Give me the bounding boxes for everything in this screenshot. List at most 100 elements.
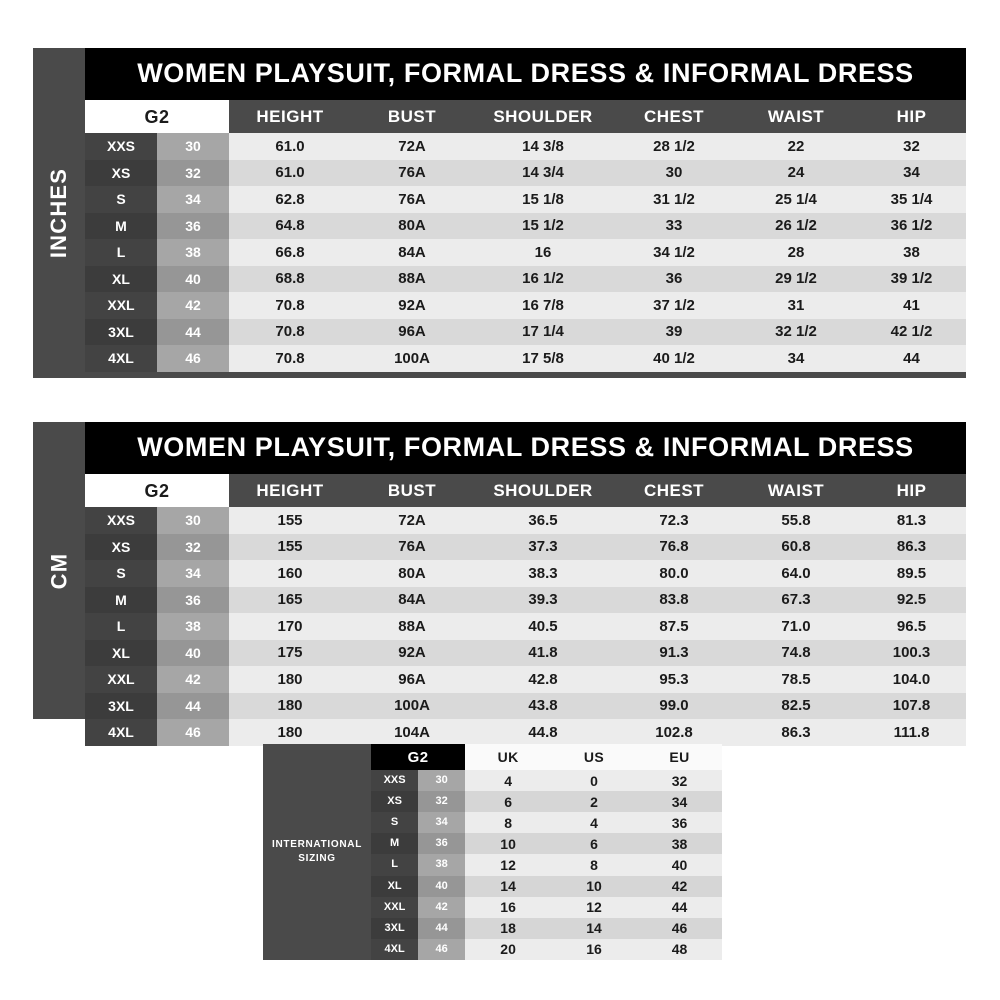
size-g2-cell: 32 <box>157 159 230 186</box>
measurement-cell: 88A <box>351 265 474 292</box>
size-g2-cell: 32 <box>418 791 466 813</box>
measurement-cell: 29 1/2 <box>735 265 858 292</box>
size-letter-cell: S <box>85 186 157 213</box>
size-g2-cell: 46 <box>157 719 230 746</box>
measurement-cell: 88A <box>351 613 474 640</box>
size-chart-inches: INCHES WOMEN PLAYSUIT, FORMAL DRESS & IN… <box>33 48 967 378</box>
measurement-cell: 15 1/2 <box>473 212 614 239</box>
measurement-cell: 6 <box>551 833 637 855</box>
size-g2-cell: 42 <box>418 896 466 918</box>
header-row: G2 HEIGHT BUST SHOULDER CHEST WAIST HIP <box>85 100 967 133</box>
measurement-cell: 26 1/2 <box>735 212 858 239</box>
size-g2-cell: 44 <box>418 917 466 939</box>
measurement-cell: 76A <box>351 533 474 560</box>
measurement-cell: 31 <box>735 292 858 319</box>
size-letter-cell: 4XL <box>85 719 157 746</box>
measurement-cell: 180 <box>229 666 352 693</box>
measurement-cell: 4 <box>465 770 552 792</box>
measurement-cell: 34 <box>857 159 967 186</box>
header-bust: BUST <box>351 100 474 133</box>
measurement-cell: 18 <box>465 917 552 939</box>
size-letter-cell: XXS <box>85 133 157 160</box>
measurement-cell: 16 <box>465 896 552 918</box>
measurement-cell: 44 <box>637 896 722 918</box>
measurement-cell: 100.3 <box>857 639 967 666</box>
size-g2-cell: 44 <box>157 692 230 719</box>
measurement-cell: 25 1/4 <box>735 186 858 213</box>
size-letter-cell: S <box>371 812 419 834</box>
header-chest: CHEST <box>613 474 736 507</box>
measurement-cell: 44.8 <box>473 719 614 746</box>
measurement-cell: 32 1/2 <box>735 318 858 345</box>
chart-title-inches: WOMEN PLAYSUIT, FORMAL DRESS & INFORMAL … <box>85 48 966 100</box>
table-row: 3XL 44 180 100A 43.8 99.0 82.5 107.8 <box>85 692 967 719</box>
measurement-cell: 40.5 <box>473 613 614 640</box>
table-row: 4XL 46 20 16 48 <box>371 938 722 960</box>
measurement-cell: 96A <box>351 318 474 345</box>
table-row: XL 40 68.8 88A 16 1/2 36 29 1/2 39 1/2 <box>85 265 967 292</box>
measurement-cell: 4 <box>551 812 637 834</box>
measurement-cell: 89.5 <box>857 560 967 587</box>
table-row: L 38 66.8 84A 16 34 1/2 28 38 <box>85 239 967 266</box>
measurement-cell: 83.8 <box>613 586 736 613</box>
measurement-cell: 80A <box>351 560 474 587</box>
measurement-cell: 8 <box>551 854 637 876</box>
measurement-cell: 84A <box>351 586 474 613</box>
measurement-cell: 28 <box>735 239 858 266</box>
measurement-cell: 0 <box>551 770 637 792</box>
table-row: 4XL 46 70.8 100A 17 5/8 40 1/2 34 44 <box>85 345 967 372</box>
measurement-cell: 39.3 <box>473 586 614 613</box>
size-g2-cell: 40 <box>157 639 230 666</box>
measurement-cell: 84A <box>351 239 474 266</box>
header-height: HEIGHT <box>229 474 352 507</box>
measurement-cell: 80A <box>351 212 474 239</box>
measurement-cell: 96.5 <box>857 613 967 640</box>
header-uk: UK <box>465 744 552 770</box>
measurement-cell: 70.8 <box>229 345 352 372</box>
measurement-cell: 92A <box>351 292 474 319</box>
chart-body-inches: WOMEN PLAYSUIT, FORMAL DRESS & INFORMAL … <box>85 48 967 378</box>
international-table-head: G2 UK US EU <box>371 744 722 770</box>
unit-label-inches-text: INCHES <box>46 167 72 259</box>
size-table-cm-body: XXS 30 155 72A 36.5 72.3 55.8 81.3 XS 32 155 76A 37.… <box>85 507 967 746</box>
measurement-cell: 96A <box>351 666 474 693</box>
measurement-cell: 37 1/2 <box>613 292 736 319</box>
measurement-cell: 46 <box>637 917 722 939</box>
measurement-cell: 37.3 <box>473 533 614 560</box>
measurement-cell: 42 1/2 <box>857 318 967 345</box>
measurement-cell: 16 <box>473 239 614 266</box>
size-g2-cell: 34 <box>157 186 230 213</box>
size-letter-cell: L <box>371 854 419 876</box>
size-g2-cell: 30 <box>418 770 466 792</box>
measurement-cell: 36 1/2 <box>857 212 967 239</box>
international-size-table: G2 UK US EU XXS 30 4 0 32 XS 32 6 2 34 S 34 8 4 36 M 36 1… <box>371 744 722 960</box>
size-letter-cell: 3XL <box>371 917 419 939</box>
size-g2-cell: 46 <box>418 938 466 960</box>
measurement-cell: 111.8 <box>857 719 967 746</box>
size-letter-cell: 4XL <box>85 345 157 372</box>
size-g2-cell: 36 <box>157 212 230 239</box>
measurement-cell: 42 <box>637 875 722 897</box>
measurement-cell: 86.3 <box>857 533 967 560</box>
header-hip: HIP <box>857 100 967 133</box>
table-row: XL 40 175 92A 41.8 91.3 74.8 100.3 <box>85 639 967 666</box>
size-letter-cell: XS <box>85 159 157 186</box>
header-height: HEIGHT <box>229 100 352 133</box>
size-letter-cell: XXS <box>371 770 419 792</box>
table-row: XXS 30 61.0 72A 14 3/8 28 1/2 22 32 <box>85 133 967 160</box>
measurement-cell: 72A <box>351 133 474 160</box>
measurement-cell: 38 <box>637 833 722 855</box>
measurement-cell: 100A <box>351 692 474 719</box>
table-row: S 34 8 4 36 <box>371 812 722 834</box>
measurement-cell: 48 <box>637 938 722 960</box>
table-row: S 34 62.8 76A 15 1/8 31 1/2 25 1/4 35 1/4 <box>85 186 967 213</box>
measurement-cell: 15 1/8 <box>473 186 614 213</box>
measurement-cell: 14 <box>465 875 552 897</box>
measurement-cell: 76A <box>351 186 474 213</box>
measurement-cell: 180 <box>229 719 352 746</box>
measurement-cell: 74.8 <box>735 639 858 666</box>
size-letter-cell: XL <box>85 639 157 666</box>
measurement-cell: 32 <box>857 133 967 160</box>
table-row: XS 32 155 76A 37.3 76.8 60.8 86.3 <box>85 533 967 560</box>
